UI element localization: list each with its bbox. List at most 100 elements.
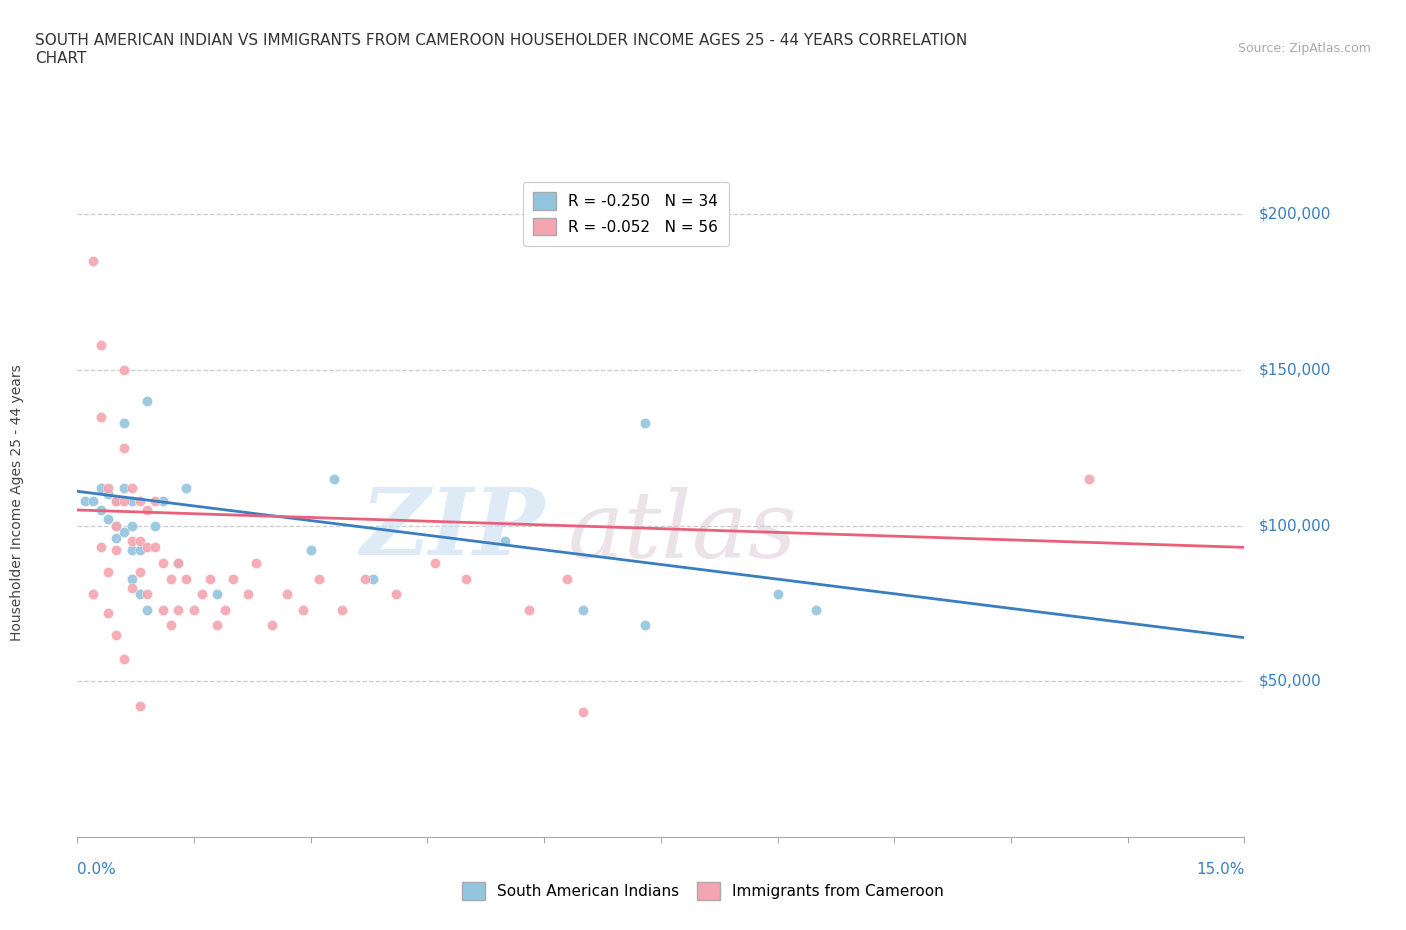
Point (128, 543, 150, 558)
Point (90, 409, 112, 424)
Point (97, 481, 120, 496)
Point (97, 565, 120, 579)
Point (572, 603, 595, 618)
Point (112, 652, 135, 667)
Point (299, 543, 322, 558)
Point (82, 587, 104, 602)
Point (136, 603, 159, 618)
Point (245, 555, 267, 570)
Point (121, 543, 143, 558)
Point (167, 603, 190, 618)
Point (260, 618, 283, 632)
Text: Source: ZipAtlas.com: Source: ZipAtlas.com (1237, 42, 1371, 55)
Point (222, 571, 245, 586)
Point (105, 493, 128, 508)
Point (456, 571, 478, 586)
Point (152, 493, 174, 508)
Text: ZIP: ZIP (360, 484, 544, 574)
Point (167, 555, 190, 570)
Point (207, 587, 229, 602)
Text: 0.0%: 0.0% (77, 862, 117, 877)
Point (97, 487, 120, 502)
Point (167, 555, 190, 570)
Text: 15.0%: 15.0% (1197, 862, 1244, 877)
Point (572, 705, 595, 720)
Point (121, 518, 143, 533)
Point (112, 525, 135, 539)
Legend: South American Indians, Immigrants from Cameroon: South American Indians, Immigrants from … (456, 876, 950, 906)
Point (121, 493, 143, 508)
Point (330, 603, 353, 618)
Point (198, 571, 221, 586)
Text: $200,000: $200,000 (1258, 206, 1330, 221)
Point (276, 587, 298, 602)
Text: SOUTH AMERICAN INDIAN VS IMMIGRANTS FROM CAMEROON HOUSEHOLDER INCOME AGES 25 - 4: SOUTH AMERICAN INDIAN VS IMMIGRANTS FROM… (35, 33, 967, 47)
Point (425, 555, 447, 570)
Point (75, 493, 97, 508)
Point (517, 603, 540, 618)
Point (128, 698, 150, 713)
Point (634, 618, 657, 632)
Point (121, 481, 143, 496)
Point (385, 587, 408, 602)
Point (97, 605, 120, 620)
Point (112, 363, 135, 378)
Point (90, 481, 112, 496)
Point (121, 571, 143, 586)
Point (207, 618, 229, 632)
Text: CHART: CHART (35, 51, 87, 66)
Point (105, 531, 128, 546)
Point (214, 603, 236, 618)
Point (112, 481, 135, 496)
Point (766, 587, 789, 602)
Point (143, 518, 166, 533)
Point (128, 565, 150, 579)
Point (806, 603, 828, 618)
Point (361, 571, 384, 586)
Point (634, 416, 657, 431)
Point (152, 603, 174, 618)
Point (97, 512, 120, 526)
Point (105, 493, 128, 508)
Point (128, 534, 150, 549)
Point (82, 493, 104, 508)
Point (159, 618, 181, 632)
Point (174, 571, 197, 586)
Text: Householder Income Ages 25 - 44 years: Householder Income Ages 25 - 44 years (10, 364, 24, 641)
Point (136, 587, 159, 602)
Point (105, 543, 128, 558)
Point (105, 518, 128, 533)
Point (291, 603, 314, 618)
Point (105, 518, 128, 533)
Point (90, 540, 112, 555)
Point (152, 555, 174, 570)
Point (494, 534, 516, 549)
Text: atlas: atlas (568, 487, 797, 578)
Point (354, 571, 377, 586)
Point (82, 253, 104, 268)
Point (308, 571, 330, 586)
Point (112, 493, 135, 508)
Point (191, 587, 214, 602)
Point (90, 502, 112, 517)
Point (238, 587, 260, 602)
Point (112, 416, 135, 431)
Point (183, 603, 205, 618)
Point (136, 393, 159, 408)
Point (323, 472, 346, 486)
Point (174, 481, 197, 496)
Point (121, 580, 143, 595)
Point (105, 627, 128, 642)
Point (128, 587, 150, 602)
Point (128, 493, 150, 508)
Text: $50,000: $50,000 (1258, 673, 1322, 689)
Point (143, 493, 166, 508)
Point (121, 534, 143, 549)
Point (136, 540, 159, 555)
Point (557, 571, 579, 586)
Point (1077, 472, 1099, 486)
Point (112, 440, 135, 455)
Point (90, 338, 112, 352)
Point (136, 502, 159, 517)
Point (159, 571, 181, 586)
